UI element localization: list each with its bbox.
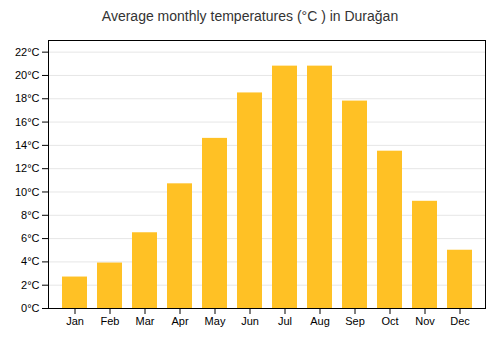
svg-text:16°C: 16°C <box>15 116 40 128</box>
svg-text:18°C: 18°C <box>15 92 40 104</box>
html-text:Average monthly temperatures (: Average monthly temperatures (°C ) in Du… <box>101 8 399 24</box>
svg-text:Oct: Oct <box>381 315 398 327</box>
svg-text:Sep: Sep <box>345 315 365 327</box>
svg-text:Aug: Aug <box>310 315 330 327</box>
svg-text:4°C: 4°C <box>21 255 40 267</box>
svg-text:6°C: 6°C <box>21 232 40 244</box>
svg-text:Nov: Nov <box>415 315 435 327</box>
svg-text:20°C: 20°C <box>15 69 40 81</box>
svg-text:Jul: Jul <box>278 315 292 327</box>
svg-text:12°C: 12°C <box>15 162 40 174</box>
svg-text:10°C: 10°C <box>15 185 40 197</box>
svg-text:Feb: Feb <box>101 315 120 327</box>
svg-text:Jan: Jan <box>66 315 84 327</box>
svg-text:Jun: Jun <box>241 315 259 327</box>
svg-text:2°C: 2°C <box>21 279 40 291</box>
svg-text:14°C: 14°C <box>15 139 40 151</box>
svg-text:0°C: 0°C <box>21 302 40 314</box>
svg-text:Dec: Dec <box>450 315 470 327</box>
svg-text:Apr: Apr <box>171 315 188 327</box>
svg-text:Mar: Mar <box>136 315 155 327</box>
svg-text:8°C: 8°C <box>21 209 40 221</box>
svg-text:22°C: 22°C <box>15 46 40 58</box>
svg-text:May: May <box>205 315 226 327</box>
